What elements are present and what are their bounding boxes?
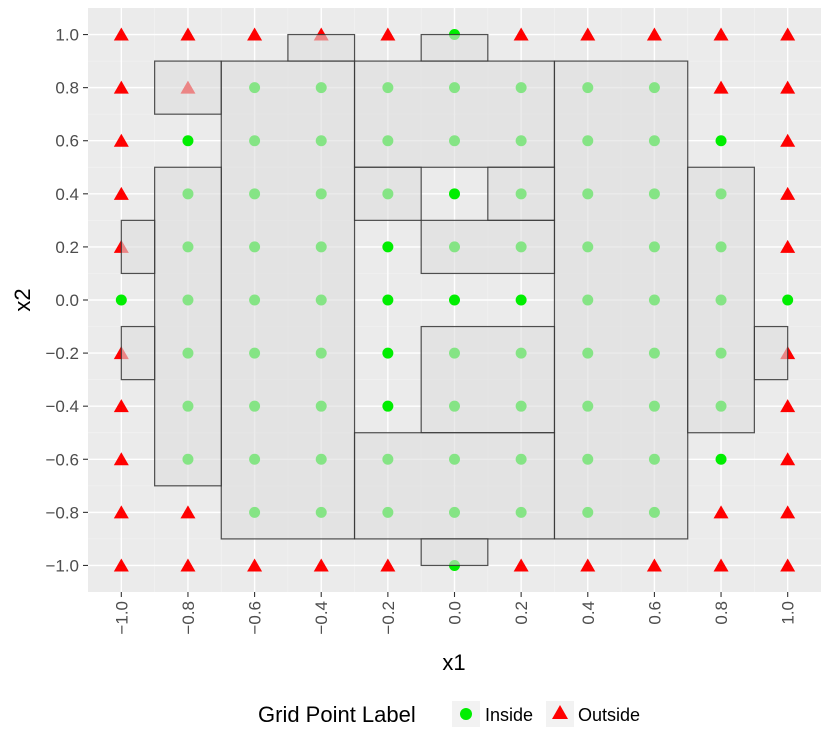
point-outside [113,399,129,413]
x-tick-label: 0.2 [512,601,531,625]
legend-key-outside-icon [552,705,568,719]
point-outside [247,27,263,41]
region-rectangle [687,166,755,434]
legend: Grid Point Label Inside Outside [258,701,640,727]
point-inside [715,453,727,465]
point-outside [780,186,796,200]
point-outside [780,505,796,519]
point-outside [180,505,196,519]
y-tick-label: 0.4 [55,185,79,204]
x-tick-label: 0.8 [712,601,731,625]
legend-key-inside-icon [460,708,472,720]
region-rectangle [353,432,556,540]
x-axis-ticks: −1.0 −0.8 −0.6 −0.4 −0.2 0.0 0.2 0.4 0.6 0.8 1.0 [112,592,798,635]
legend-label-outside: Outside [578,705,640,725]
point-outside [780,27,796,41]
y-tick-label: −0.8 [45,503,79,522]
point-inside [182,135,194,147]
y-tick-label: 0.2 [55,238,79,257]
y-tick-label: −0.6 [45,450,79,469]
point-outside [580,558,596,572]
point-outside [380,558,396,572]
y-tick-label: −0.2 [45,344,79,363]
region-rectangle [420,219,556,275]
point-inside [382,400,394,412]
region-rectangle [753,325,789,381]
legend-title: Grid Point Label [258,702,416,727]
region-rectangle [154,166,222,487]
x-tick-label: −0.8 [179,601,198,635]
point-outside [113,452,129,466]
point-outside [113,558,129,572]
point-inside [715,135,727,147]
point-inside [449,294,460,306]
point-inside [115,294,127,306]
y-tick-label: 0.8 [55,79,79,98]
region-rectangle [287,33,356,62]
point-inside [782,294,794,306]
point-outside [646,558,662,572]
point-outside [113,186,129,200]
x-tick-label: 0.0 [446,601,465,625]
x-tick-label: −0.2 [379,601,398,635]
region-rectangle [420,538,489,567]
y-tick-label: 0.6 [55,132,79,151]
x-tick-label: 0.4 [579,601,598,625]
region-rectangle [487,166,556,221]
point-outside [780,239,796,253]
point-outside [113,505,129,519]
point-outside [780,452,796,466]
point-outside [646,27,662,41]
region-rectangle [553,60,689,540]
y-axis-ticks: −1.0 −0.8 −0.6 −0.4 −0.2 0.0 0.2 0.4 0.6 0.8 1.0 [45,26,88,575]
y-tick-label: 0.0 [55,291,79,310]
region-rectangle [154,60,222,115]
x-tick-label: 1.0 [779,601,798,625]
point-outside [380,27,396,41]
point-outside [580,27,596,41]
point-inside [382,241,394,253]
point-outside [713,558,729,572]
point-outside [247,558,263,572]
region-rectangle [353,60,556,168]
point-outside [513,558,529,572]
point-inside [382,347,394,359]
point-outside [113,27,129,41]
point-outside [313,558,329,572]
x-tick-label: −0.6 [246,601,265,635]
point-inside [449,188,460,200]
region-rectangle [353,166,422,221]
point-outside [113,80,129,94]
y-tick-label: 1.0 [55,26,79,45]
region-rectangle [220,60,356,540]
y-tick-label: −1.0 [45,556,79,575]
x-tick-label: −0.4 [312,601,331,635]
legend-label-inside: Inside [485,705,533,725]
point-outside [113,133,129,147]
region-rectangles [120,33,789,567]
x-tick-label: 0.6 [645,601,664,625]
point-outside [180,27,196,41]
x-tick-label: −1.0 [112,601,131,635]
point-inside [382,294,394,306]
point-inside [515,294,527,306]
region-rectangle [420,33,489,62]
point-outside [513,27,529,41]
point-outside [713,505,729,519]
x-axis-title: x1 [442,650,465,675]
region-rectangle [120,219,156,275]
point-outside [180,558,196,572]
point-outside [780,133,796,147]
region-rectangle [420,325,556,434]
point-outside [780,558,796,572]
y-axis-title: x2 [10,288,35,311]
point-outside [713,27,729,41]
point-outside [713,80,729,94]
point-outside [780,80,796,94]
point-outside [780,399,796,413]
region-rectangle [120,325,156,381]
y-tick-label: −0.4 [45,397,79,416]
